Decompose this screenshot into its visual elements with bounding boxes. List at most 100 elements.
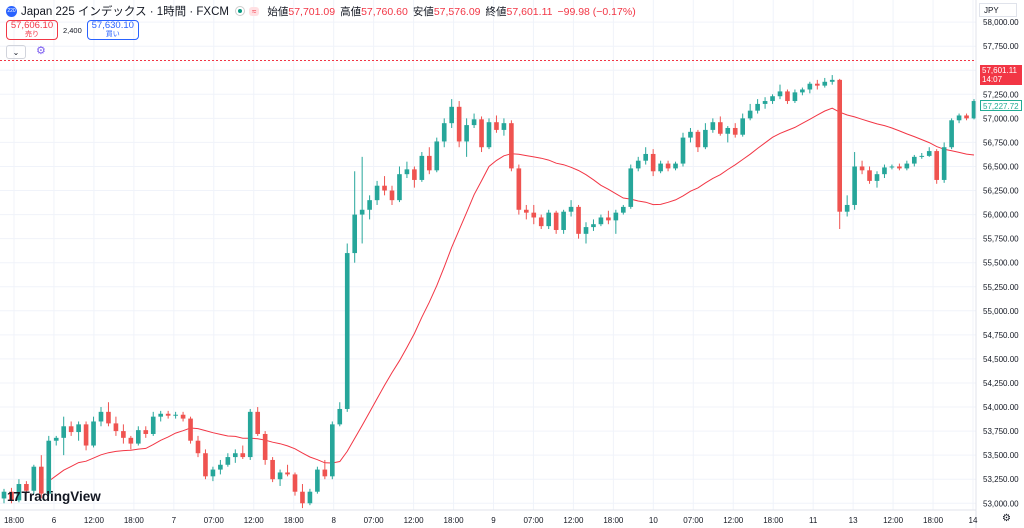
candle — [337, 402, 343, 427]
candle — [523, 204, 529, 220]
time-axis[interactable]: 18:00 6 12:00 18:00 7 07:00 12:00 18:00 8 07:00 12… — [4, 516, 978, 525]
candle — [971, 99, 977, 120]
candle-body — [591, 224, 596, 228]
candle — [606, 210, 611, 225]
candle-body — [971, 101, 977, 119]
candle-body — [1, 491, 7, 499]
bar-countdown: 14:07 — [982, 75, 1003, 84]
sell-button[interactable]: 57,606.10 売り — [6, 20, 58, 40]
candle — [471, 113, 477, 128]
buy-label: 買い — [105, 31, 120, 38]
candle-body — [270, 459, 275, 480]
candle — [397, 166, 402, 203]
candle-body — [613, 212, 619, 221]
candle-body — [941, 147, 947, 180]
symbol-logo-icon[interactable]: 220 — [6, 5, 17, 17]
candle — [762, 97, 768, 109]
candle-body — [919, 155, 925, 157]
candle — [16, 479, 22, 503]
indicator-settings-icon[interactable]: ⚙ — [36, 45, 46, 57]
candle-body — [725, 127, 731, 134]
candle-body — [949, 120, 954, 148]
ohlc-label: 高値 — [340, 5, 362, 18]
chevron-down-icon[interactable]: ⌄ — [6, 45, 26, 59]
candle — [800, 87, 805, 96]
price-axis-bg — [976, 0, 1024, 528]
ohlc-label: 安値 — [412, 5, 434, 18]
candle — [553, 210, 559, 234]
candle — [732, 123, 738, 138]
grid — [0, 0, 976, 510]
time-tick-label: 13 — [849, 516, 858, 525]
candle — [188, 416, 193, 444]
settings-gear-icon[interactable]: ⚙ — [1002, 513, 1011, 524]
logo-mark-icon: 17 — [7, 489, 21, 504]
time-tick-label: 10 — [649, 516, 658, 525]
buy-button[interactable]: 57,630.10 買い — [86, 20, 139, 40]
time-tick-label: 8 — [331, 516, 336, 525]
time-tick-label: 6 — [52, 516, 57, 525]
candle-body — [352, 214, 358, 254]
price-axis[interactable]: 58,000.0057,750.0057,500.0057,250.0057,0… — [983, 18, 1019, 508]
candle-body — [218, 464, 223, 470]
candle — [717, 116, 723, 136]
candle — [240, 445, 246, 459]
candle-body — [337, 408, 343, 425]
candle — [844, 195, 850, 217]
candle-body — [628, 168, 634, 207]
candle — [486, 118, 492, 150]
candle-body — [762, 101, 768, 104]
candle — [650, 149, 656, 177]
candle-body — [538, 217, 544, 227]
candle-body — [710, 122, 716, 130]
tradingview-logo[interactable]: 17 TradingView — [7, 489, 101, 504]
candle — [576, 204, 581, 239]
candle-body — [135, 430, 141, 444]
candle — [561, 209, 566, 234]
candle — [673, 161, 678, 171]
price-tick-label: 55,500.00 — [983, 259, 1019, 268]
candle-body — [53, 437, 59, 441]
candle — [829, 75, 835, 85]
candle — [785, 89, 790, 104]
candle-body — [523, 209, 529, 213]
candle — [344, 243, 350, 412]
candle — [68, 421, 74, 436]
ohlc-label: 始値 — [267, 5, 289, 18]
candle-body — [844, 204, 850, 212]
candle — [203, 449, 208, 480]
candle-body — [374, 185, 380, 201]
candle — [434, 137, 440, 173]
time-tick-label: 11 — [809, 516, 818, 525]
candle-body — [471, 119, 477, 126]
currency-selector[interactable]: JPY — [979, 3, 1017, 17]
candle — [770, 94, 775, 104]
price-tick-label: 55,750.00 — [983, 235, 1019, 244]
candle-body — [240, 453, 246, 458]
candle — [128, 435, 134, 450]
candle-body — [911, 156, 917, 164]
candle-body — [583, 227, 589, 234]
candle-body — [874, 174, 880, 181]
candle — [315, 466, 320, 494]
candle — [53, 435, 59, 446]
candle-body — [158, 413, 164, 417]
candle — [479, 116, 484, 153]
time-tick-label: 12:00 — [883, 516, 904, 525]
candle — [300, 484, 305, 509]
candle — [837, 78, 843, 230]
candle-body — [800, 89, 805, 93]
ohlc-value: 57,701.09 — [288, 5, 336, 18]
candle — [135, 426, 141, 446]
candle-body — [606, 217, 611, 221]
symbol-title[interactable]: Japan 225 インデックス · 1時間 · FXCM — [21, 6, 229, 18]
price-tick-label: 55,000.00 — [983, 307, 1019, 316]
candle — [180, 411, 186, 422]
market-status-icon[interactable] — [234, 6, 245, 16]
candle-body — [703, 129, 708, 148]
time-tick-label: 18:00 — [603, 516, 624, 525]
data-badge[interactable]: ≈ — [248, 6, 260, 16]
candle-body — [695, 131, 701, 148]
trade-panel: 57,606.10 売り 2,400 57,630.10 買い — [6, 20, 139, 40]
